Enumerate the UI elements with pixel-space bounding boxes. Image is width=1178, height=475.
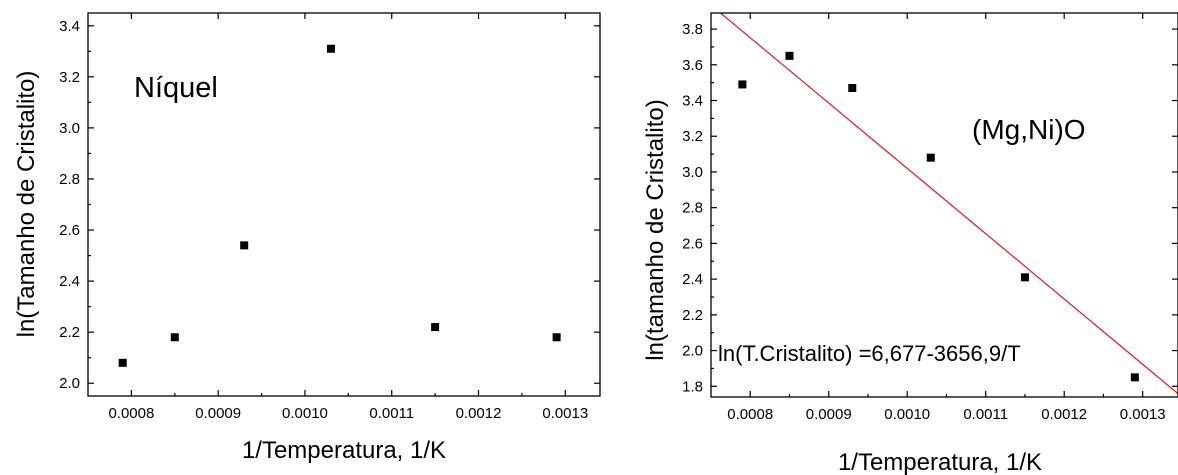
- data-point: [1020, 273, 1029, 282]
- data-point: [848, 84, 857, 93]
- x-tick-label: 0.0010: [884, 406, 930, 423]
- fit-equation-label: ln(T.Cristalito) =6,677-3656,9/T: [718, 341, 1021, 366]
- y-tick-label: 2.0: [682, 343, 703, 360]
- y-tick-label: 2.6: [59, 222, 80, 239]
- nickel-chart: 0.0008 0.0009 0.0010 0.0011 0.0012 0.0013 2.0 2…: [13, 12, 601, 464]
- data-point: [1130, 373, 1139, 382]
- y-tick-label: 3.8: [682, 21, 703, 38]
- y-tick-label: 2.8: [59, 171, 80, 188]
- sample-annotation: Níquel: [134, 72, 218, 104]
- sample-annotation: (Mg,Ni)O: [972, 114, 1086, 145]
- y-tick-label: 3.6: [682, 57, 703, 74]
- x-tick-label: 0.0011: [963, 406, 1008, 423]
- x-tick-label: 0.0009: [806, 406, 852, 423]
- data-point: [785, 51, 794, 60]
- y-tick-label: 3.4: [682, 93, 703, 110]
- y-tick-label: 3.0: [59, 120, 80, 137]
- y-tick-label: 2.4: [59, 273, 80, 290]
- x-tick-label: 0.0012: [456, 405, 502, 422]
- data-point: [738, 80, 747, 89]
- y-tick-label: 3.2: [59, 69, 80, 86]
- x-tick-label: 0.0008: [108, 405, 154, 422]
- x-tick-label: 0.0009: [195, 405, 241, 422]
- y-tick-label: 3.0: [682, 164, 703, 181]
- x-tick-label: 0.0013: [542, 405, 588, 422]
- y-tick-label: 2.6: [682, 235, 703, 252]
- y-tick-label: 2.4: [682, 271, 703, 288]
- data-point: [118, 358, 127, 367]
- x-tick-label: 0.0008: [727, 406, 773, 423]
- data-point: [926, 153, 935, 162]
- y-tick-label: 1.8: [682, 378, 703, 395]
- x-tick-label: 0.0012: [1041, 406, 1087, 423]
- y-tick-label: 2.8: [682, 200, 703, 217]
- x-tick-label: 0.0013: [1120, 406, 1166, 423]
- y-tick-label: 2.2: [59, 324, 80, 341]
- data-point: [326, 44, 335, 53]
- fit-line: [719, 13, 1178, 395]
- data-point: [170, 333, 179, 342]
- x-axis-label: 1/Temperatura, 1/K: [838, 449, 1042, 475]
- x-axis-label: 1/Temperatura, 1/K: [242, 437, 446, 464]
- y-axis-label: ln(tamanho de Cristalito): [642, 99, 669, 360]
- mgnio-chart: 0.0008 0.0009 0.0010 0.0011 0.0012 0.0013 1.8 2…: [642, 12, 1178, 475]
- x-tick-label: 0.0011: [369, 405, 414, 422]
- plot-frame: [710, 12, 1178, 398]
- x-tick-label: 0.0010: [282, 405, 328, 422]
- y-axis-label: ln(Tamanho de Cristalito): [13, 71, 40, 338]
- y-tick-label: 2.0: [59, 375, 80, 392]
- data-point: [431, 323, 440, 332]
- plot-frame: [87, 12, 601, 397]
- data-point: [552, 333, 561, 342]
- y-tick-label: 3.2: [682, 128, 703, 145]
- y-tick-label: 2.2: [682, 307, 703, 324]
- y-tick-label: 3.4: [59, 18, 80, 35]
- data-point: [240, 241, 249, 250]
